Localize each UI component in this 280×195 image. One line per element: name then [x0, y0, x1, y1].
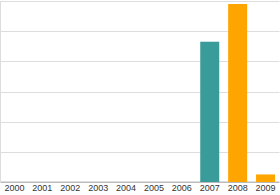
x-tick-label: 2009 [256, 183, 276, 193]
chart-container: 2000 2001 2002 2003 2004 2005 2006 2007 2008 2009 [0, 0, 280, 195]
bar [117, 182, 136, 183]
bar [33, 182, 52, 183]
bar [200, 42, 219, 182]
x-tick-label: 2002 [60, 183, 80, 193]
x-tick-label: 2006 [172, 183, 192, 193]
x-tick-label: 2008 [228, 183, 248, 193]
bar [89, 182, 108, 183]
bars [200, 4, 275, 182]
bar [5, 182, 24, 183]
grid-line [1, 1, 280, 2]
y-axis-line [0, 1, 1, 182]
x-tick-label: 2003 [88, 183, 108, 193]
x-tick-label: 2007 [200, 183, 220, 193]
bar [256, 174, 275, 182]
x-tick-label: 2004 [116, 183, 136, 193]
bar [228, 4, 247, 182]
x-tick-label: 2000 [4, 183, 24, 193]
chart: 2000 2001 2002 2003 2004 2005 2006 2007 2008 2009 [0, 0, 280, 195]
bar [61, 182, 80, 183]
x-tick-label: 2005 [144, 183, 164, 193]
bar [172, 182, 191, 183]
x-tick-label: 2001 [32, 183, 52, 193]
bar [144, 182, 163, 183]
